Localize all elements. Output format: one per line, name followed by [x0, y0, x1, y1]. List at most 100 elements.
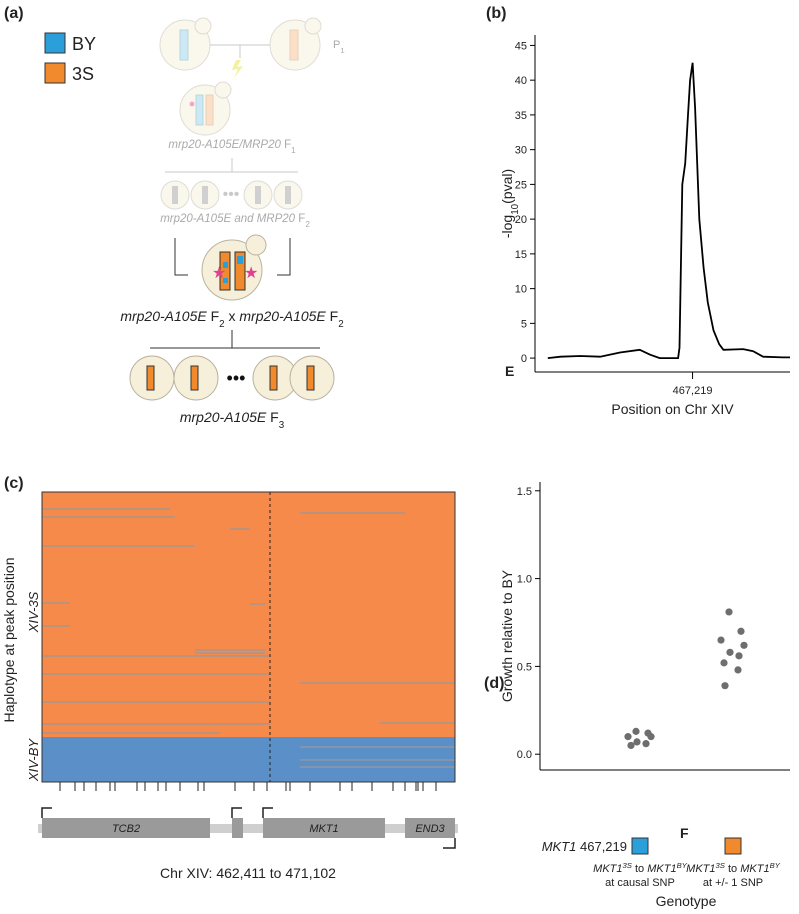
line [547, 62, 790, 359]
diagram-shapes: ••• ★ ★ ••• [129, 17, 335, 401]
text-part: F [266, 409, 278, 425]
point [734, 666, 742, 674]
text-part: MKT1 [686, 863, 715, 875]
x-axis-label: Chr XIV: 462,411 to 471,102 [160, 865, 336, 881]
gene [263, 818, 385, 838]
mutation-star [189, 101, 195, 107]
text-part: MKT1 [647, 863, 676, 875]
point [726, 648, 734, 656]
text-part: (pval) [499, 169, 515, 204]
y-tick-label: 1.0 [517, 574, 532, 586]
parent-cells: ••• [159, 17, 322, 210]
x-axis-label: Genotype [656, 893, 717, 909]
point [740, 641, 748, 649]
gene-label: MKT1 [309, 823, 338, 835]
y-axis-label: -log10(pval) [499, 169, 521, 238]
cell-bud [245, 234, 267, 256]
chromosome [285, 186, 291, 204]
cell [179, 84, 231, 136]
text-part: mrp20-A105E [239, 308, 326, 324]
strand-arrow [41, 807, 456, 849]
chromosome [172, 186, 178, 204]
chromosome-segment [223, 262, 228, 268]
legend-swatch [44, 62, 66, 84]
category-label: at +/- 1 SNP [703, 877, 763, 889]
mutation-star: ★ [244, 265, 258, 282]
x-tick-label: 467,219 [673, 385, 713, 397]
cell [190, 180, 220, 210]
cell-bud [214, 81, 232, 99]
point [633, 738, 641, 746]
text-part: mrp20-A105E [180, 409, 267, 425]
chromosome [289, 29, 299, 61]
y-tick-label: 0.0 [517, 749, 532, 761]
text-part: P [333, 39, 340, 51]
gene [232, 818, 243, 838]
cell [160, 180, 190, 210]
text-part: 10 [510, 203, 521, 214]
cell [201, 239, 263, 301]
point [735, 652, 743, 660]
y-tick-label: 10 [515, 284, 527, 296]
annotation: E [505, 363, 514, 379]
text-part: 2 [338, 319, 343, 330]
y-axis-label: Growth relative to BY [499, 569, 515, 702]
panel-label: (b) [486, 5, 506, 22]
chromosome-segment [223, 278, 228, 283]
text-part: F [207, 308, 219, 324]
annotation: F [680, 825, 689, 841]
point [725, 608, 733, 616]
chromosome [306, 365, 315, 391]
chromosome [234, 251, 246, 291]
y-tick-label: 30 [515, 145, 527, 157]
point [627, 741, 635, 750]
chromosome [255, 186, 261, 204]
cell [273, 180, 303, 210]
p1-label: P1 [333, 39, 345, 55]
text-part: BY [677, 861, 688, 870]
text-part: to [725, 863, 740, 875]
text-part: mrp20-A105E and MRP20 [160, 213, 295, 225]
text-part: MKT1 [740, 863, 769, 875]
chromosome [190, 365, 199, 391]
genotype-swatch [631, 837, 649, 855]
gene-track [38, 807, 458, 849]
gene [42, 818, 210, 838]
chromosome [205, 94, 214, 126]
point [624, 733, 632, 741]
point [717, 636, 725, 644]
chromosome [202, 186, 208, 204]
category-label: MKT13S to MKT1BY [593, 861, 688, 876]
cross-label: mrp20-A105E F2 x mrp20-A105E F2 [120, 308, 343, 330]
panel-label: (d) [484, 675, 504, 692]
text-part: to [632, 863, 647, 875]
text-part: BY [770, 861, 781, 870]
point [737, 627, 745, 635]
y-tick-label: 0.5 [517, 661, 532, 673]
text-part: 1 [340, 46, 344, 55]
cell [269, 19, 321, 71]
x-axis-label: Position on Chr XIV [611, 401, 734, 417]
group-label: XIV-BY [26, 738, 41, 782]
panel-label: (c) [4, 475, 24, 492]
cell-bud [304, 17, 322, 35]
point [642, 740, 650, 748]
f3-cells: ••• [129, 355, 335, 401]
f1-label: mrp20-A105E/MRP20 F1 [168, 139, 296, 155]
mutation-star: ★ [212, 265, 226, 282]
text-part: mrp20-A105E/MRP20 [168, 139, 281, 151]
category-label: MKT13S to MKT1BY [686, 861, 781, 876]
text-part: F [326, 308, 338, 324]
point [647, 733, 655, 741]
chromosome-segment [237, 256, 243, 264]
y-tick-label: 20 [515, 214, 527, 226]
legend-swatch [44, 32, 66, 54]
point [720, 659, 728, 667]
y-tick-label: 25 [515, 179, 527, 191]
chromosome [195, 94, 204, 126]
chromosome-track [38, 824, 458, 833]
panel-label: (a) [4, 5, 24, 22]
text-part: F [295, 213, 305, 225]
